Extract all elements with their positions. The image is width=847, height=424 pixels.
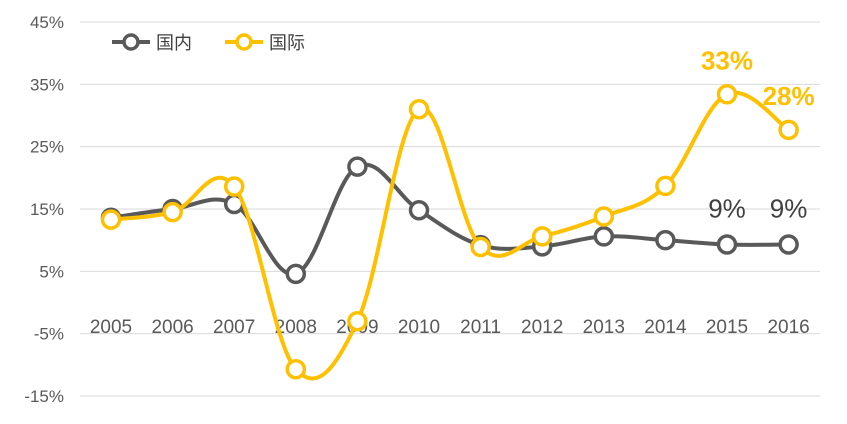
data-point: [285, 358, 307, 380]
x-tick-label: 2010: [398, 317, 440, 338]
legend: 国内 国际: [112, 33, 305, 54]
y-tick-label: -15%: [24, 387, 64, 406]
data-point: [470, 236, 491, 258]
x-tick-label: 2005: [90, 317, 132, 338]
data-point: [408, 99, 430, 120]
data-point: [531, 226, 553, 247]
data-point: [593, 206, 615, 227]
legend-swatch-marker: [122, 33, 140, 51]
y-tick-label: 5%: [39, 262, 64, 281]
data-point: [408, 199, 430, 221]
data-point: [593, 226, 615, 247]
data-point: [716, 234, 738, 255]
data-label: 9%: [708, 194, 746, 224]
data-point: [778, 119, 799, 141]
y-tick-label: 35%: [30, 75, 64, 94]
x-tick-label: 2013: [583, 317, 625, 338]
data-label: 33%: [701, 45, 753, 75]
y-tick-label: 25%: [30, 138, 64, 157]
data-point: [655, 229, 676, 251]
data-point: [223, 176, 245, 197]
data-point: [347, 310, 368, 332]
data-point: [655, 175, 676, 197]
x-tick-label: 2007: [213, 317, 255, 338]
y-axis: 45% 35% 25% 15% 5% -5% -15%: [24, 13, 64, 406]
y-tick-label: 45%: [30, 13, 64, 32]
legend-label: 国际: [269, 33, 305, 54]
x-tick-label: 2014: [644, 317, 687, 338]
legend-label: 国内: [156, 33, 192, 54]
x-tick-label: 2006: [151, 317, 193, 338]
data-point: [100, 209, 122, 230]
legend-swatch-marker: [235, 33, 253, 51]
data-point: [778, 234, 799, 255]
series-layer: [100, 84, 799, 381]
data-point: [716, 84, 738, 105]
data-point: [162, 201, 183, 223]
x-tick-label: 2015: [706, 317, 748, 338]
y-tick-label: 15%: [30, 200, 64, 219]
data-label: 28%: [763, 81, 815, 111]
x-tick-label: 2012: [521, 317, 563, 338]
x-tick-label: 2008: [275, 317, 317, 338]
x-axis: 2005200620072008200920102011201220132014…: [90, 317, 810, 338]
grid-lines: [80, 21, 820, 397]
x-tick-label: 2016: [767, 317, 809, 338]
data-label: 9%: [770, 194, 808, 224]
data-point: [347, 156, 368, 177]
data-labels: 9% 9% 33% 28%: [701, 45, 815, 223]
data-point: [285, 263, 307, 285]
y-tick-label: -5%: [34, 325, 64, 344]
x-tick-label: 2011: [460, 317, 501, 338]
